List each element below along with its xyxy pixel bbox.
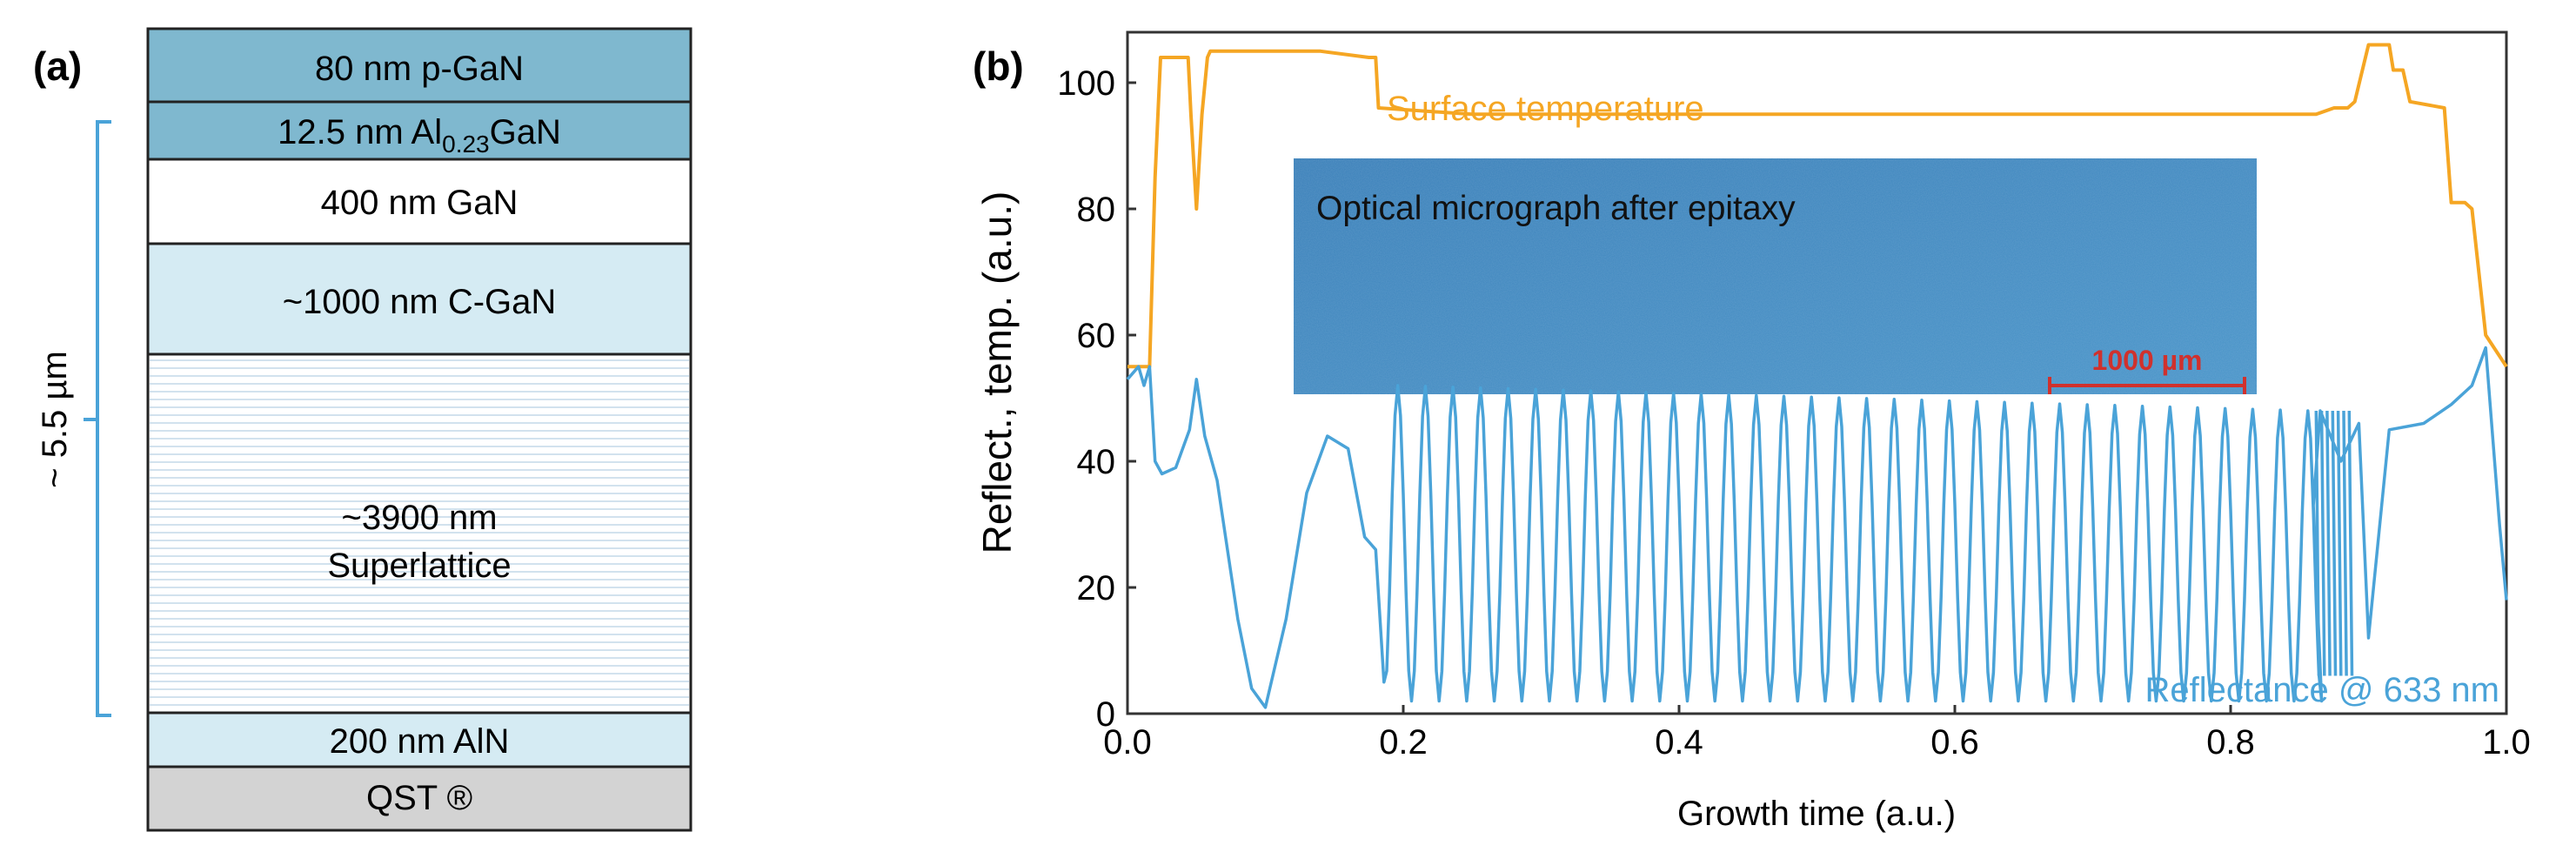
layer-label-superlattice: Superlattice	[327, 547, 511, 585]
layer-label-algan: 12.5 nm Al0.23GaN	[278, 113, 561, 158]
x-tick-label: 0.8	[2206, 723, 2255, 762]
layer-label-c-gan: ~1000 nm C-GaN	[283, 283, 557, 321]
layer-label-aln: 200 nm AlN	[330, 722, 510, 761]
x-tick-label: 0.0	[1103, 723, 1152, 762]
layer-label-substrate: QST ®	[366, 779, 472, 817]
y-tick-label: 40	[1077, 443, 1116, 481]
x-tick-label: 0.4	[1655, 723, 1703, 762]
y-tick-label: 0	[1096, 695, 1115, 734]
inset-title: Optical micrograph after epitaxy	[1316, 190, 1796, 227]
scale-bar-label: 1000 µm	[2092, 345, 2203, 376]
y-tick-label: 100	[1057, 64, 1115, 103]
x-tick-label: 1.0	[2482, 723, 2531, 762]
thickness-bracket	[84, 120, 111, 717]
layer-label-superlattice-thickness: ~3900 nm	[341, 499, 497, 537]
micrograph-texture	[1294, 158, 2257, 394]
y-tick-label: 20	[1077, 569, 1116, 607]
y-tick-label: 60	[1077, 317, 1116, 355]
x-axis-ticks: 0.0 0.2 0.4 0.6 0.8 1.0	[1103, 705, 2531, 762]
y-axis-ticks: 0 20 40 60 80 100	[1057, 64, 1136, 734]
y-tick-label: 80	[1077, 191, 1116, 229]
layer-aln	[146, 711, 693, 768]
layer-c-gan	[146, 242, 693, 356]
panel-a-label: (a)	[33, 44, 82, 89]
x-tick-label: 0.2	[1379, 723, 1428, 762]
layer-label-p-gan: 80 nm p-GaN	[315, 50, 524, 88]
x-tick-label: 0.6	[1930, 723, 1979, 762]
annotation-reflectance: Reflectance @ 633 nm	[2145, 671, 2499, 709]
layer-superlattice	[146, 352, 693, 715]
layer-label-gan: 400 nm GaN	[321, 184, 519, 222]
x-axis-label: Growth time (a.u.)	[1677, 795, 1956, 833]
series-reflectance	[1126, 346, 2508, 709]
annotation-surface-temperature: Surface temperature	[1387, 90, 1704, 128]
layer-substrate	[146, 765, 693, 832]
layer-algan	[146, 100, 693, 161]
superlattice-stripes	[150, 359, 689, 706]
series-surface-temperature	[1127, 43, 2508, 369]
y-axis-label: Reflect., temp. (a.u.)	[974, 191, 1020, 554]
layer-gan	[146, 158, 693, 245]
layer-p-gan	[146, 27, 693, 104]
panel-b-label: (b)	[973, 44, 1024, 89]
bracket-label: ~ 5.5 µm	[36, 351, 74, 488]
